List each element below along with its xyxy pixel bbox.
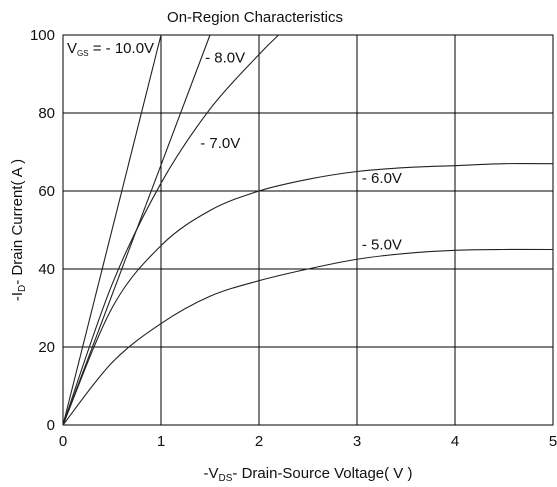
- y-axis-label: -ID- Drain Current( A ): [9, 159, 28, 301]
- vgs-subscript: GS: [77, 49, 89, 58]
- x-tick-label: 4: [451, 433, 459, 450]
- curve-labels: - 8.0V - 7.0V - 6.0V - 5.0V: [200, 49, 402, 253]
- y-tick-labels: 0 20 40 60 80 100: [30, 27, 55, 434]
- curve-3: [62, 34, 279, 426]
- plot-frame: [62, 34, 554, 426]
- vgs-legend-label: VGS = - 10.0V: [67, 40, 154, 58]
- curve-4: [62, 163, 554, 426]
- vgs-value: = - 10.0V: [89, 40, 154, 57]
- x-axis-label: -VDS- Drain-Source Voltage( V ): [204, 465, 413, 484]
- chart-title: On-Region Characteristics: [167, 9, 343, 26]
- x-tick-label: 0: [59, 433, 67, 450]
- y-axis-subscript: D: [17, 285, 28, 292]
- vgs-prefix: V: [67, 40, 77, 57]
- y-tick-label: 0: [47, 417, 55, 434]
- x-tick-label: 5: [549, 433, 557, 450]
- y-tick-label: 100: [30, 27, 55, 44]
- y-tick-label: 40: [38, 261, 55, 278]
- curve-label: - 7.0V: [200, 135, 240, 152]
- curve-label: - 8.0V: [205, 49, 245, 66]
- curve-5: [62, 248, 554, 426]
- y-tick-label: 80: [38, 105, 55, 122]
- series-curves: [62, 34, 554, 426]
- x-axis-subscript: DS: [219, 473, 233, 484]
- y-tick-label: 60: [38, 183, 55, 200]
- curve-label: - 6.0V: [362, 170, 402, 187]
- x-axis-text: - Drain-Source Voltage( V ): [232, 465, 412, 482]
- x-tick-label: 1: [157, 433, 165, 450]
- y-tick-label: 20: [38, 339, 55, 356]
- curve-1: [62, 34, 162, 426]
- x-tick-label: 2: [255, 433, 263, 450]
- y-axis-text: - Drain Current( A ): [9, 159, 26, 285]
- x-tick-labels: 0 1 2 3 4 5: [59, 433, 557, 450]
- x-axis-prefix: -V: [204, 465, 219, 482]
- x-tick-label: 3: [353, 433, 361, 450]
- curve-label: - 5.0V: [362, 237, 402, 254]
- y-axis-prefix: -I: [9, 292, 26, 301]
